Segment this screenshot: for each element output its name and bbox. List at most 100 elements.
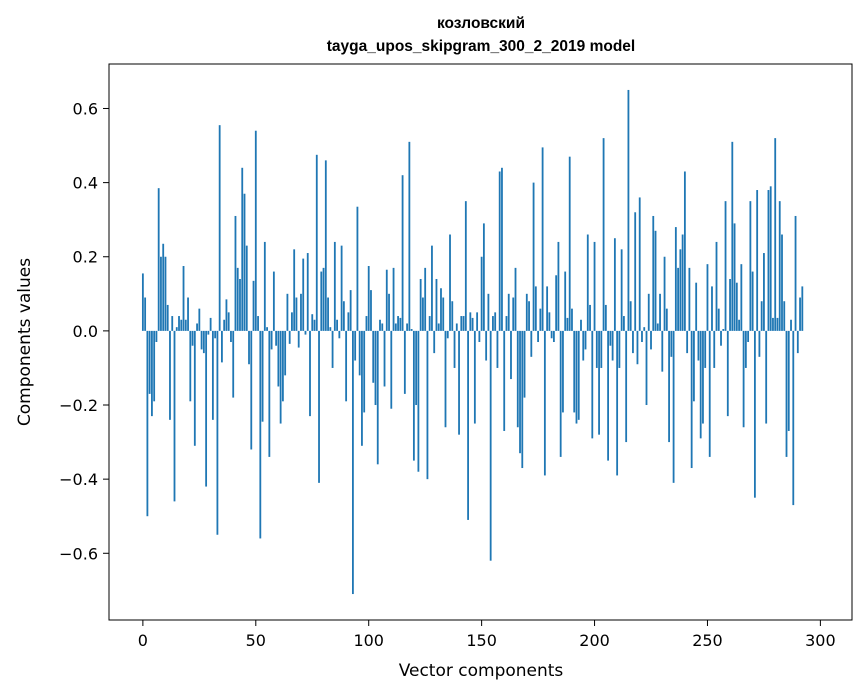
bar	[729, 278, 731, 331]
bar	[702, 330, 704, 424]
bar	[435, 278, 438, 331]
bar	[663, 256, 666, 331]
bar	[552, 330, 555, 342]
bar	[209, 317, 212, 331]
bar	[180, 319, 183, 331]
bar	[496, 330, 499, 368]
chart-subtitle: tayga_upos_skipgram_300_2_2019 model	[327, 38, 635, 55]
bar	[268, 330, 271, 457]
bar	[254, 130, 257, 331]
bar	[376, 330, 379, 465]
bar	[783, 301, 786, 331]
bar	[697, 330, 700, 361]
bar	[532, 182, 535, 331]
bar	[744, 330, 747, 368]
bar	[595, 330, 598, 368]
y-axis: −0.6 −0.4 −0.2 0.0 0.2 0.4 0.6	[59, 99, 109, 563]
bar	[169, 330, 171, 420]
x-axis: 0 50 100 150 200 250 300	[138, 620, 836, 650]
x-tick-label: 200	[579, 631, 610, 650]
bar	[785, 330, 788, 457]
y-tick-label: 0.4	[73, 174, 98, 193]
bar	[670, 330, 673, 357]
bar	[320, 271, 323, 331]
bar	[374, 330, 377, 406]
bar	[306, 253, 309, 331]
bar	[151, 330, 153, 417]
x-axis-label: Vector components	[399, 661, 564, 681]
bar	[715, 241, 718, 331]
bar	[534, 286, 537, 331]
bar	[609, 330, 612, 346]
bar	[706, 264, 709, 331]
bar	[288, 330, 291, 344]
bar	[295, 297, 298, 331]
bar	[586, 234, 589, 331]
bar	[735, 282, 738, 331]
bar	[774, 138, 777, 331]
bar	[620, 249, 623, 331]
bar	[713, 330, 716, 368]
bar	[577, 330, 580, 420]
bar	[311, 314, 314, 331]
bar	[568, 156, 571, 331]
bar	[336, 319, 338, 331]
bar	[733, 223, 736, 331]
bar	[148, 330, 151, 394]
bar	[686, 330, 689, 354]
bar	[144, 297, 147, 331]
bar	[591, 330, 594, 439]
bar	[765, 330, 768, 424]
bar	[589, 304, 591, 331]
bar	[494, 312, 497, 331]
bar	[492, 316, 494, 331]
bars-group	[141, 89, 804, 595]
bar	[227, 312, 230, 331]
bar	[501, 167, 503, 331]
bar	[772, 317, 774, 331]
bar	[193, 330, 196, 446]
bar	[650, 330, 652, 350]
bar	[602, 138, 605, 331]
bar	[717, 308, 720, 331]
bar	[738, 319, 740, 331]
bar	[356, 206, 359, 331]
bar	[562, 330, 564, 413]
bar	[489, 330, 492, 561]
bar	[473, 330, 476, 424]
bar	[790, 319, 792, 331]
bar	[379, 319, 381, 331]
bar	[776, 317, 779, 331]
bar	[693, 330, 695, 402]
bar	[467, 330, 469, 520]
bar	[801, 286, 804, 331]
bar	[230, 330, 232, 342]
bar	[521, 330, 524, 469]
bar	[153, 330, 156, 402]
x-tick-label: 250	[692, 631, 723, 650]
bar	[695, 282, 698, 331]
bar	[281, 330, 284, 402]
bar	[234, 215, 237, 331]
bar	[607, 330, 609, 461]
bar	[674, 227, 677, 331]
bar	[327, 297, 329, 331]
bar	[250, 330, 253, 450]
bar	[422, 297, 424, 331]
bar	[740, 264, 743, 331]
bar	[178, 316, 180, 331]
bar	[349, 290, 352, 331]
bar	[370, 290, 372, 331]
bar	[315, 154, 318, 331]
bar	[205, 330, 208, 487]
bar	[627, 89, 630, 331]
bar	[232, 330, 235, 398]
bar	[162, 243, 165, 331]
bar	[510, 330, 512, 380]
bar	[211, 330, 214, 420]
bar	[437, 323, 440, 331]
bar	[223, 319, 226, 331]
bar	[358, 330, 361, 376]
bar	[261, 330, 264, 422]
bar	[722, 329, 725, 331]
